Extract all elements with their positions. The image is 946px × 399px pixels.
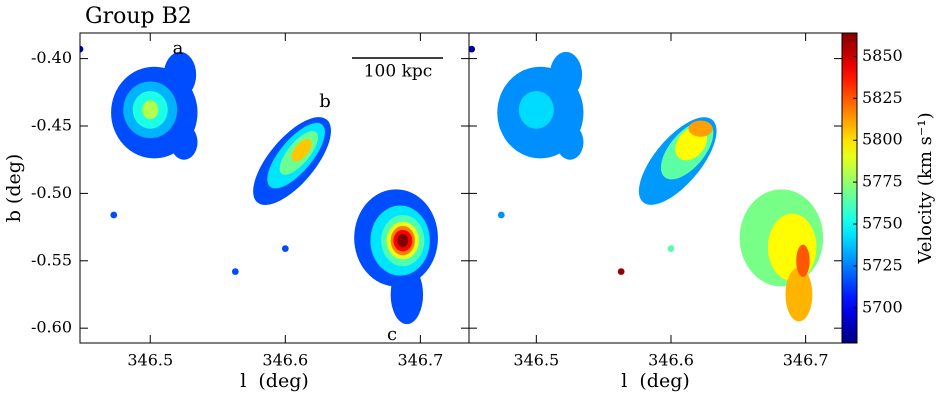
heatmap-layer	[469, 45, 824, 322]
colorbar-label: Velocity (km s⁻¹)	[915, 112, 936, 264]
y-tick-label: -0.50	[31, 183, 72, 202]
colorbar-tick-label: 5800	[862, 130, 903, 149]
emission-region	[549, 51, 583, 98]
x-tick-label: 346.7	[397, 351, 443, 370]
colorbar-tick-label: 5825	[862, 88, 903, 107]
source-label: c	[387, 324, 397, 345]
emission-region	[497, 211, 505, 219]
chart-title: Group B2	[85, 4, 192, 29]
emission-region	[785, 267, 813, 322]
colorbar	[841, 32, 858, 344]
emission-region	[518, 90, 554, 129]
emission-region	[688, 120, 713, 137]
y-tick-label: -0.60	[31, 318, 72, 337]
emission-region	[80, 45, 84, 53]
emission-region	[142, 100, 159, 120]
colorbar-tick-label: 5850	[862, 46, 903, 65]
emission-region	[397, 233, 409, 248]
emission-region	[796, 244, 810, 277]
emission-region	[469, 45, 476, 53]
y-tick-label: -0.55	[31, 250, 72, 269]
emission-region	[110, 211, 118, 219]
emission-region	[170, 124, 198, 160]
x-tick-label: 346.6	[262, 351, 308, 370]
x-tick-label: 346.7	[783, 351, 829, 370]
scale-bar-label: 100 kpc	[364, 62, 433, 82]
colorbar-tick-label: 5700	[862, 297, 903, 316]
emission-region	[617, 268, 625, 275]
x-tick-label: 346.6	[648, 351, 694, 370]
x-axis-label: l (deg)	[240, 370, 309, 392]
x-tick-label: 346.5	[127, 351, 173, 370]
source-label: b	[319, 91, 331, 112]
x-axis-label: l (deg)	[621, 370, 690, 392]
heatmap-layer	[80, 45, 438, 325]
y-axis-label: b (deg)	[3, 154, 25, 223]
emission-region	[767, 213, 817, 281]
emission-region	[231, 268, 239, 275]
colorbar-tick-label: 5775	[862, 172, 903, 191]
emission-region	[281, 245, 289, 253]
emission-region	[291, 139, 312, 162]
x-tick-label: 346.5	[513, 351, 559, 370]
y-tick-label: -0.40	[31, 48, 72, 67]
emission-region	[556, 124, 584, 160]
colorbar-tick-label: 5725	[862, 255, 903, 274]
colorbar-tick-label: 5750	[862, 214, 903, 233]
emission-region	[390, 264, 424, 325]
emission-region	[163, 51, 197, 98]
emission-region	[667, 245, 675, 253]
y-tick-label: -0.45	[31, 116, 72, 135]
source-label: a	[173, 38, 184, 59]
